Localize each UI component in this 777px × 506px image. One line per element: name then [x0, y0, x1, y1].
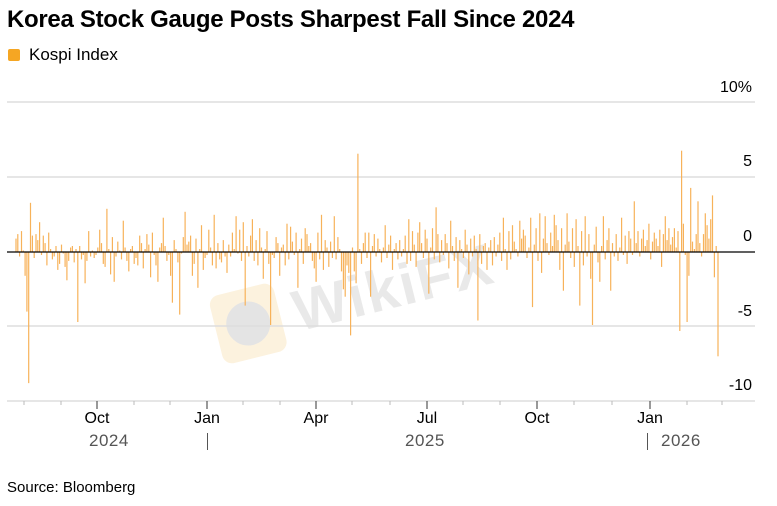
year-label: 2024 [89, 431, 129, 450]
x-tick-label: Jan [637, 410, 663, 427]
year-separator [647, 433, 648, 450]
source-note: Source: Bloomberg [7, 479, 136, 496]
y-tick-label: 5 [743, 153, 752, 170]
legend: Kospi Index [8, 45, 118, 65]
x-tick-label: Apr [303, 410, 329, 427]
x-axis-ticks [23, 401, 723, 409]
legend-label: Kospi Index [29, 45, 118, 64]
y-tick-label: -10 [728, 377, 752, 394]
x-tick-label: Jul [416, 410, 438, 427]
y-tick-label: -5 [737, 303, 752, 320]
year-label: 2025 [405, 431, 445, 450]
year-separator [207, 433, 208, 450]
year-label: 2026 [661, 431, 701, 450]
x-tick-label: Oct [524, 410, 550, 427]
chart-title: Korea Stock Gauge Posts Sharpest Fall Si… [7, 6, 575, 33]
x-tick-label: Oct [84, 410, 110, 427]
y-tick-label: 0 [743, 228, 752, 245]
gridlines [7, 101, 755, 402]
y-tick-label: 10% [719, 79, 752, 96]
legend-swatch-icon [8, 49, 20, 61]
x-tick-label: Jan [194, 410, 220, 427]
bar-series [15, 150, 719, 384]
